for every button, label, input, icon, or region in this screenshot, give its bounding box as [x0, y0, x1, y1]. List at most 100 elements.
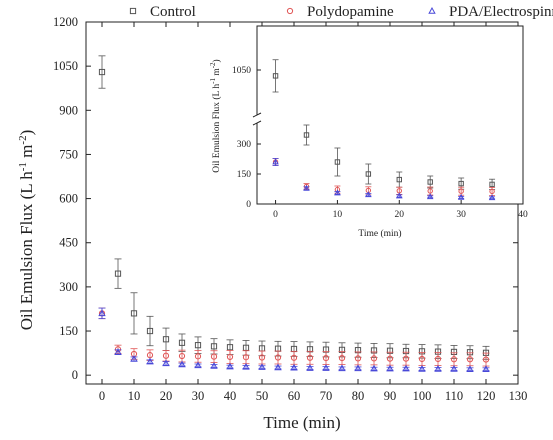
main-series-polydopamine	[98, 307, 490, 367]
main-error-bar	[114, 258, 122, 289]
inset-data-point	[488, 194, 496, 201]
main-x-tick-label: 120	[477, 389, 496, 403]
main-y-axis-title-part: m	[17, 145, 36, 162]
main-x-tick-label: 60	[288, 389, 301, 403]
main-data-point	[178, 339, 186, 346]
inset-axis-break-mark	[252, 120, 262, 126]
inset-series-control	[272, 59, 496, 191]
main-data-point	[306, 364, 314, 371]
main-y-axis-title: Oil Emulsion Flux (L h-1 m-2)	[17, 130, 36, 331]
legend-label: Control	[150, 4, 196, 20]
main-data-point	[418, 355, 426, 363]
inset-axis-break-mark	[252, 112, 262, 118]
main-data-point	[466, 356, 474, 363]
main-data-point	[162, 352, 170, 359]
inset-data-point	[396, 176, 402, 183]
inset-data-point	[426, 193, 434, 200]
inset-chart: Oil Emulsion Flux (L h-1 m-2) Time (min)…	[209, 25, 528, 239]
inset-x-tick-label: 10	[333, 210, 343, 220]
main-data-point	[386, 355, 394, 362]
main-y-tick-label: 1050	[53, 59, 78, 73]
main-data-point	[306, 354, 314, 361]
inset-x-tick-label: 0	[273, 210, 278, 220]
inset-data-point	[458, 180, 464, 187]
main-y-tick-label: 750	[59, 147, 78, 161]
inset-error-bar	[334, 147, 341, 177]
main-data-point	[466, 365, 474, 372]
main-data-point	[226, 344, 234, 351]
main-x-tick-label: 80	[352, 389, 365, 403]
main-y-axis-title-sup1: -1	[17, 162, 29, 171]
inset-y-axis-title-sup1: -1	[209, 78, 217, 84]
main-series-pda-electrospinning	[98, 307, 490, 372]
main-x-axis-title: Time (min)	[263, 413, 340, 432]
inset-data-point	[489, 188, 495, 195]
main-y-tick-label: 450	[59, 236, 78, 250]
main-x-tick-label: 20	[160, 389, 173, 403]
legend: Control Polydopamine PDA/Electrospinning	[129, 4, 553, 20]
main-x-tick-label: 40	[224, 389, 237, 403]
inset-y-axis-title-sup2: -2	[209, 62, 217, 68]
main-error-bar	[130, 292, 138, 335]
main-data-point	[402, 364, 410, 372]
main-data-point	[162, 336, 170, 343]
inset-data-point	[334, 159, 341, 165]
main-data-point	[226, 353, 234, 361]
inset-data-point	[427, 179, 433, 185]
main-data-point	[450, 356, 458, 363]
main-data-point	[162, 359, 170, 367]
main-x-tick-label: 0	[99, 389, 105, 403]
main-x-tick-label: 90	[384, 389, 397, 403]
main-data-point	[178, 360, 186, 368]
main-data-point	[482, 356, 490, 363]
main-y-tick-label: 600	[59, 192, 78, 206]
main-data-point	[338, 355, 346, 362]
main-x-tick-label: 70	[320, 389, 333, 403]
legend-item-polydopamine: Polydopamine	[286, 4, 394, 20]
main-x-tick-label: 30	[192, 389, 205, 403]
main-y-axis-title-part: Oil Emulsion Flux (L h	[17, 171, 36, 330]
inset-data-point	[458, 188, 464, 194]
main-error-bar	[98, 55, 106, 89]
inset-data-point	[334, 189, 341, 196]
legend-item-pda-electrospinning: PDA/Electrospinning	[428, 4, 553, 20]
main-data-point	[146, 327, 154, 335]
inset-plot-frame	[256, 25, 524, 205]
main-data-point	[210, 362, 218, 369]
inset-y-tick-label: 1050	[232, 66, 251, 76]
inset-error-bar	[272, 59, 279, 93]
main-data-point	[114, 270, 122, 277]
main-y-tick-label: 300	[59, 280, 78, 294]
main-data-point	[258, 354, 266, 361]
main-data-point	[194, 353, 202, 360]
main-x-tick-label: 130	[509, 389, 528, 403]
legend-marker	[286, 7, 294, 15]
main-chart: Oil Emulsion Flux (L h-1 m-2) Time (min)…	[17, 15, 527, 432]
main-data-point	[354, 355, 362, 362]
main-data-point	[178, 352, 186, 360]
main-data-point	[290, 354, 298, 361]
inset-y-axis-title-part: )	[211, 59, 222, 62]
main-data-point	[434, 355, 442, 363]
inset-x-axis-title: Time (min)	[358, 228, 401, 239]
main-data-point	[402, 355, 410, 362]
inset-data-point	[457, 193, 465, 200]
legend-label: PDA/Electrospinning	[449, 4, 553, 20]
inset-data-point	[365, 171, 372, 177]
inset-data-point	[303, 184, 310, 191]
inset-data-point	[396, 192, 403, 199]
main-data-point	[258, 363, 266, 370]
main-error-bar	[146, 315, 154, 347]
main-data-point	[226, 362, 234, 370]
inset-error-bar	[365, 163, 372, 185]
main-data-point	[194, 342, 202, 349]
main-data-point	[98, 309, 106, 317]
inset-x-tick-label: 20	[395, 210, 405, 220]
main-data-point	[322, 355, 330, 362]
inset-y-tick-label: 300	[237, 140, 252, 150]
main-data-point	[418, 364, 426, 372]
main-y-tick-label: 1200	[53, 15, 78, 29]
main-data-point	[210, 353, 218, 360]
legend-item-control: Control	[129, 4, 196, 20]
inset-data-point	[272, 73, 279, 79]
